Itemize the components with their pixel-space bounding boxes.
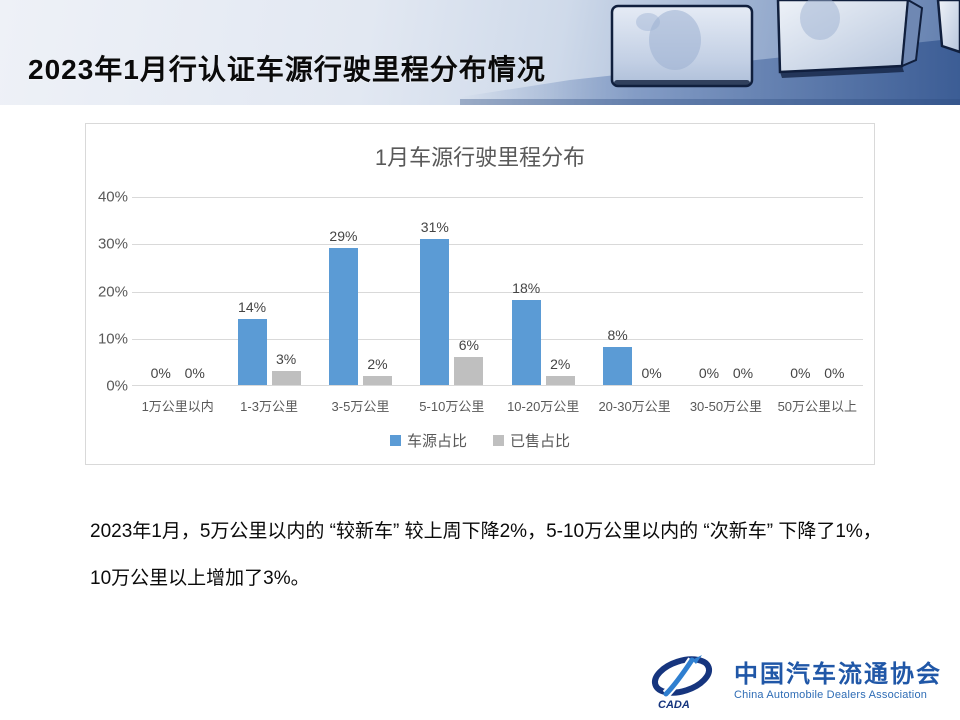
bar-已售占比 <box>454 356 484 385</box>
bar-车源占比 <box>511 299 541 385</box>
logo-text: 中国汽车流通协会 China Automobile Dealers Associ… <box>734 661 942 701</box>
bar-slot: 0% <box>786 197 815 385</box>
gridline <box>132 197 863 198</box>
x-axis-label: 50万公里以上 <box>777 399 858 414</box>
x-axis-label: 1-3万公里 <box>240 399 298 414</box>
x-axis-label: 30-50万公里 <box>689 399 763 414</box>
legend-item: 已售占比 <box>493 430 570 451</box>
bar-slot: 18% <box>511 197 541 385</box>
cada-emblem-icon: CADA <box>651 655 713 711</box>
chart-card: 1月车源行驶里程分布 0% 0% 14% 3% 29% 2% 31% 6% 18% 2% 8% 0% 0… <box>85 123 875 465</box>
bar-group: 0% 0% <box>772 197 863 385</box>
gridline <box>132 244 863 246</box>
gridline <box>132 291 863 293</box>
bar-slot: 0% <box>820 197 849 385</box>
x-axis-label: 3-5万公里 <box>331 399 390 414</box>
bar-slot: 8% <box>603 197 633 385</box>
bar-slot: 31% <box>420 197 450 385</box>
bar-value-label: 0% <box>641 365 662 381</box>
legend-label: 车源占比 <box>406 433 467 450</box>
bar-group: 8% 0% <box>589 197 680 385</box>
page-title: 2023年1月行认证车源行驶里程分布情况 <box>28 54 546 85</box>
cada-emblem-text: CADA <box>658 699 690 711</box>
bar-group: 31% 6% <box>406 197 497 385</box>
bar-group: 18% 2% <box>498 197 589 385</box>
summary-text: 2023年1月，5万公里以内的 “较新车” 较上周下降2%，5-10万公里以内的… <box>90 521 882 589</box>
bar-group: 14% 3% <box>223 197 314 385</box>
gridline <box>132 338 863 340</box>
bar-value-label: 6% <box>458 336 479 353</box>
logo-name-en: China Automobile Dealers Association <box>734 689 928 701</box>
x-axis-labels: 1万公里以内 1-3万公里 3-5万公里 5-10万公里 10-20万公里 20-30万公… <box>132 396 863 415</box>
bar-slot: 2% <box>362 197 392 385</box>
logo: CADA 中国汽车流通协会 China Automobile Dealers A… <box>640 650 942 712</box>
cubes-graphic <box>460 0 960 105</box>
bar-value-label: 0% <box>732 365 754 381</box>
bar-已售占比 <box>362 375 392 385</box>
bar-slot: 6% <box>454 197 484 385</box>
bar-已售占比 <box>545 375 575 385</box>
plot-area: 0% 0% 14% 3% 29% 2% 31% 6% 18% 2% 8% 0% 0% 0% 0% 0% <box>132 197 863 386</box>
bar-value-label: 8% <box>607 327 628 344</box>
bar-slot: 2% <box>545 197 575 385</box>
bar-group: 0% 0% <box>680 197 771 385</box>
bar-车源占比 <box>420 238 450 385</box>
bar-value-label: 0% <box>698 365 720 381</box>
bar-slot: 14% <box>237 197 267 385</box>
header-banner: 2023年1月行认证车源行驶里程分布情况 <box>0 0 960 105</box>
bar-slot: 0% <box>180 197 209 385</box>
bar-slot: 0% <box>694 197 723 385</box>
bar-value-label: 31% <box>420 218 449 235</box>
bar-车源占比 <box>237 318 267 385</box>
bar-已售占比 <box>271 370 301 385</box>
bar-车源占比 <box>603 347 633 385</box>
bar-value-label: 29% <box>329 227 358 244</box>
bar-group: 0% 0% <box>132 197 223 385</box>
legend-label: 已售占比 <box>510 433 571 450</box>
bar-value-label: 2% <box>367 355 388 372</box>
bar-value-label: 3% <box>275 350 297 367</box>
bar-slot: 0% <box>728 197 757 385</box>
bar-value-label: 2% <box>550 355 571 372</box>
bar-value-label: 18% <box>512 279 541 296</box>
chart-title: 1月车源行驶里程分布 <box>374 145 586 170</box>
y-tick-label: 0% <box>106 377 128 395</box>
y-tick-label: 10% <box>97 330 128 348</box>
bar-车源占比 <box>328 247 358 385</box>
bar-group: 29% 2% <box>315 197 406 385</box>
legend-item: 车源占比 <box>389 430 467 451</box>
bar-value-label: 0% <box>824 365 845 381</box>
x-axis-label: 1万公里以内 <box>141 399 214 414</box>
legend: 车源占比 已售占比 <box>86 430 874 451</box>
bar-slot: 0% <box>637 197 666 385</box>
legend-swatch-icon <box>493 435 504 446</box>
bar-slot: 3% <box>271 197 301 385</box>
x-axis-label: 5-10万公里 <box>419 399 485 414</box>
legend-swatch-icon <box>389 435 401 446</box>
bar-value-label: 0% <box>790 365 811 381</box>
x-axis-label: 20-30万公里 <box>598 399 671 414</box>
bar-slot: 0% <box>146 197 175 385</box>
bar-value-label: 14% <box>238 298 267 315</box>
y-tick-label: 40% <box>97 188 128 206</box>
y-tick-label: 30% <box>97 235 128 253</box>
bar-value-label: 0% <box>184 365 205 381</box>
bar-groups: 0% 0% 14% 3% 29% 2% 31% 6% 18% 2% 8% 0% 0% 0% 0% 0% <box>132 197 863 385</box>
x-axis-label: 10-20万公里 <box>507 399 580 414</box>
logo-name-cn: 中国汽车流通协会 <box>734 661 942 688</box>
y-tick-label: 20% <box>97 283 128 300</box>
bar-value-label: 0% <box>150 365 171 381</box>
bar-slot: 29% <box>328 197 358 385</box>
